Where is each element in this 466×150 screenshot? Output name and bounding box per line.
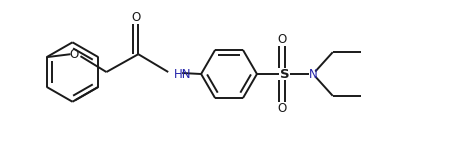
Text: O: O bbox=[131, 11, 140, 24]
Text: HN: HN bbox=[174, 68, 192, 81]
Text: O: O bbox=[70, 48, 79, 61]
Text: S: S bbox=[280, 68, 290, 81]
Text: N: N bbox=[308, 68, 317, 81]
Text: O: O bbox=[278, 102, 287, 115]
Text: O: O bbox=[278, 33, 287, 46]
